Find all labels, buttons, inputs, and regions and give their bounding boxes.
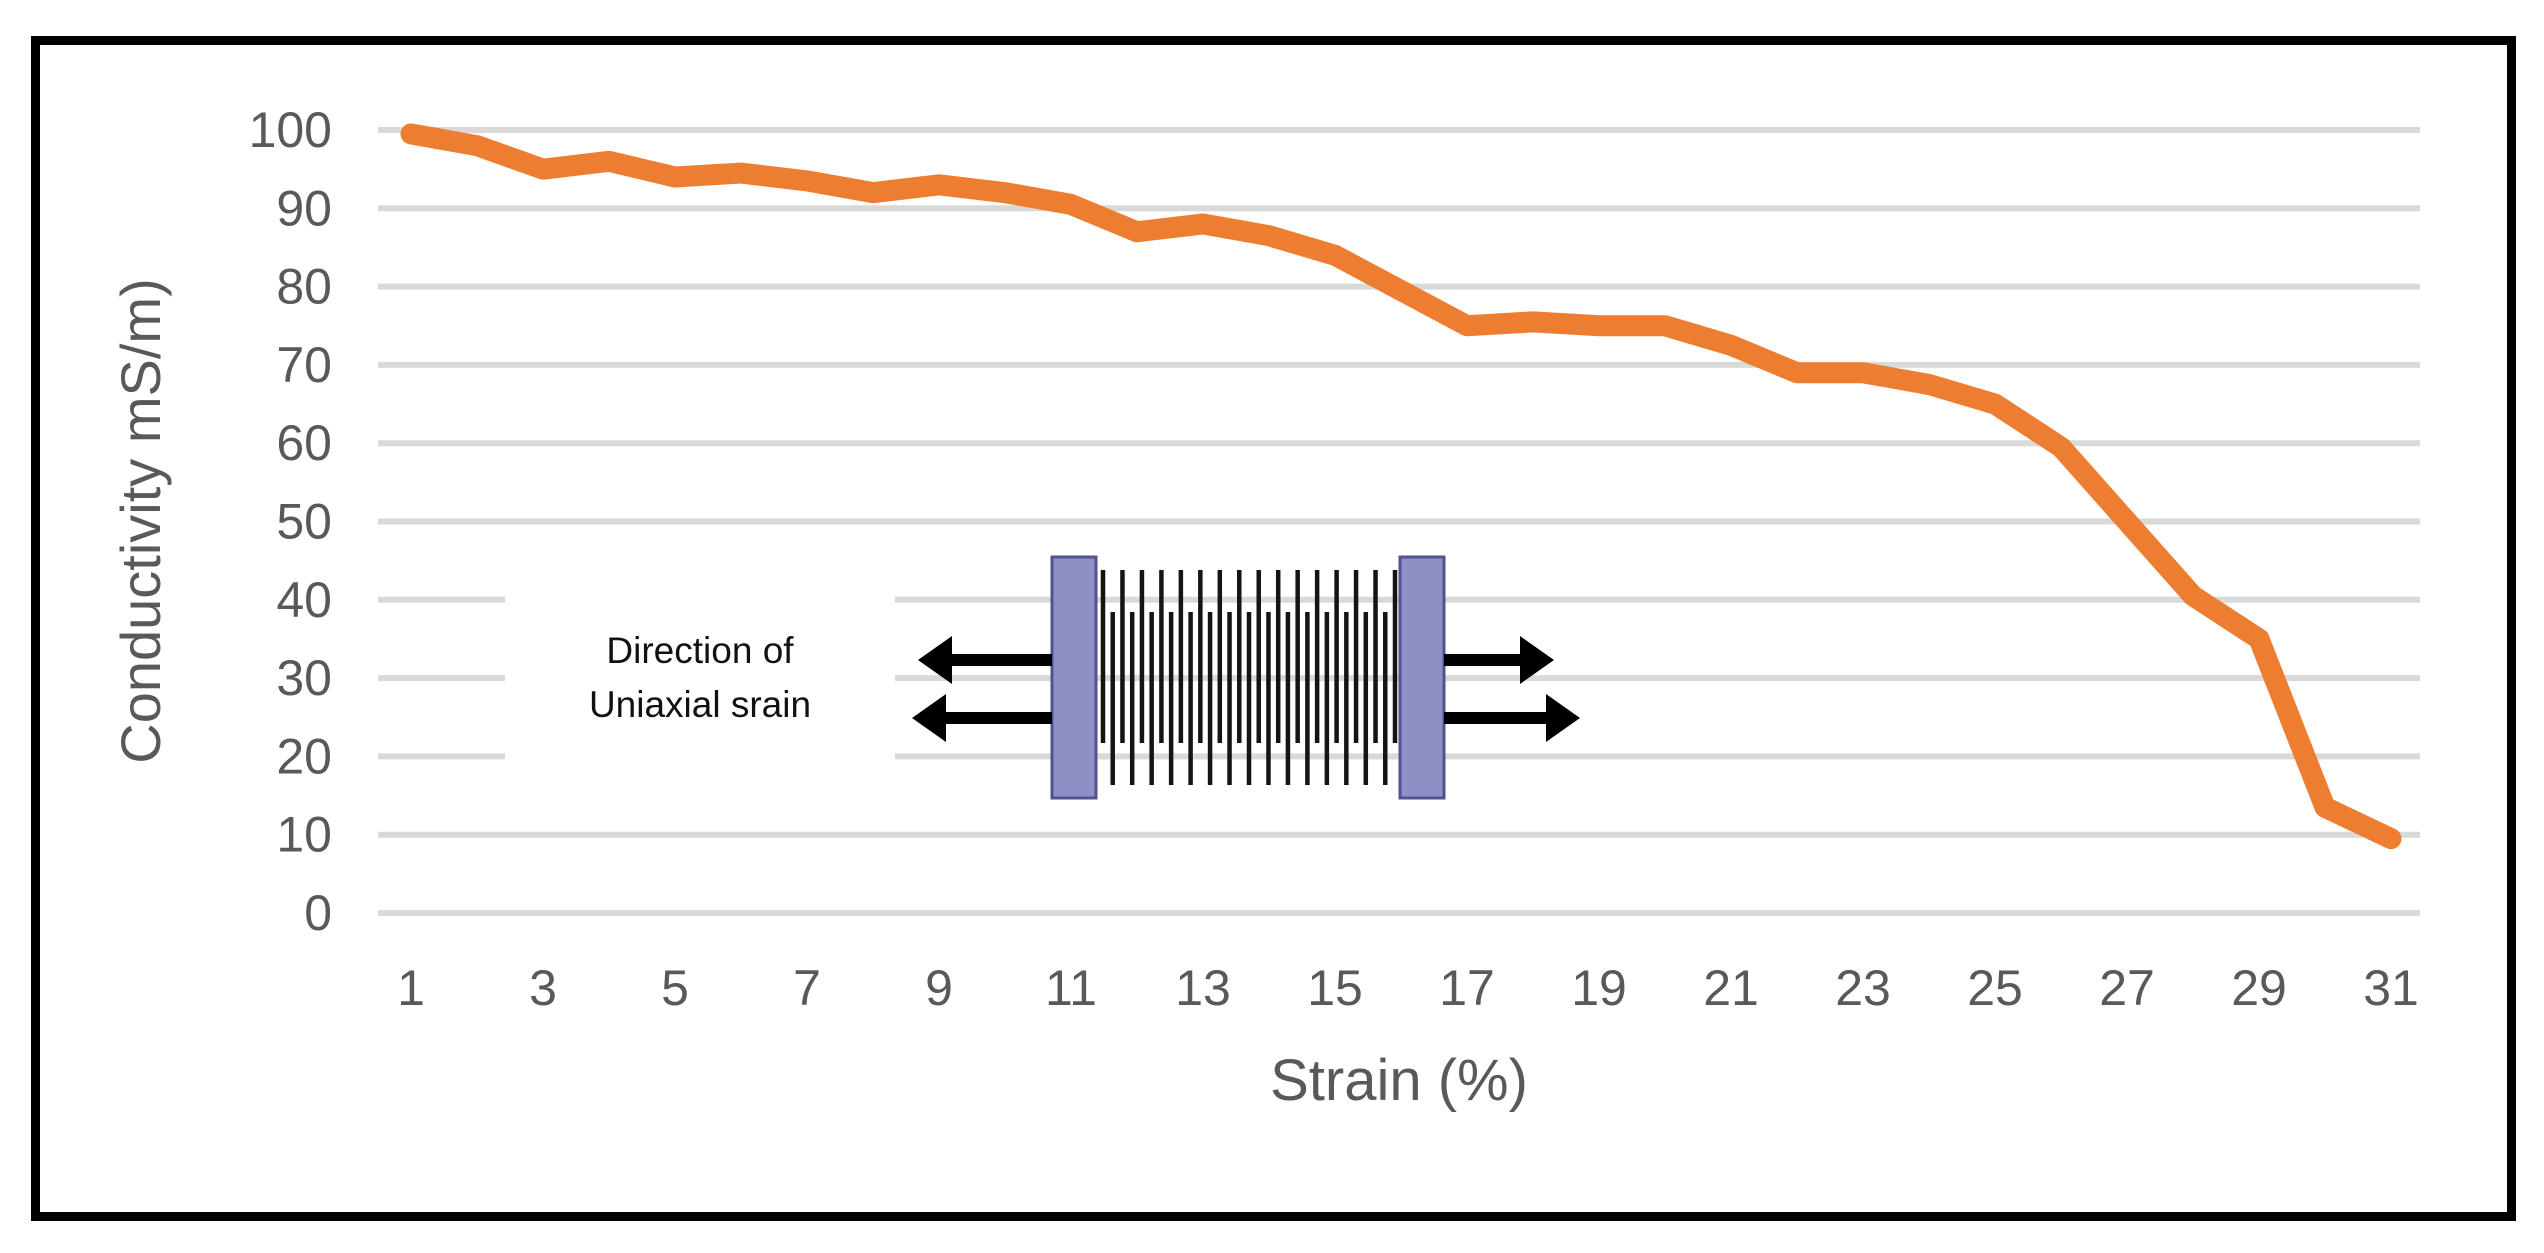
electrode-bar-right bbox=[1398, 555, 1446, 800]
figure-frame bbox=[31, 36, 2516, 1221]
y-tick-label: 40 bbox=[276, 572, 332, 628]
left-arrow-icon bbox=[912, 694, 1052, 742]
y-tick-label: 100 bbox=[249, 102, 332, 158]
y-tick-label: 50 bbox=[276, 494, 332, 550]
y-axis-title: Conductivity mS/m) bbox=[109, 278, 172, 763]
x-tick-label: 3 bbox=[529, 960, 557, 1016]
x-tick-label: 7 bbox=[793, 960, 821, 1016]
left-arrow-icon bbox=[918, 636, 1052, 684]
x-tick-label: 23 bbox=[1835, 960, 1891, 1016]
x-tick-label: 5 bbox=[661, 960, 689, 1016]
inset-diagram: Direction of Uniaxial srain bbox=[589, 555, 1580, 800]
x-tick-label: 19 bbox=[1571, 960, 1627, 1016]
y-tick-label: 0 bbox=[304, 885, 332, 941]
arrows bbox=[912, 636, 1580, 742]
inset-caption-line1: Direction of bbox=[606, 630, 794, 671]
x-tick-label: 1 bbox=[397, 960, 425, 1016]
x-tick-label: 11 bbox=[1045, 960, 1097, 1016]
x-tick-labels: 1 3 5 7 9 11 13 15 17 19 21 23 25 27 29 31 bbox=[397, 960, 2419, 1016]
series-line bbox=[400, 123, 2402, 850]
series-group bbox=[400, 123, 2402, 850]
y-tick-label: 10 bbox=[276, 807, 332, 863]
y-tick-labels: 0 10 20 30 40 50 60 70 80 90 100 bbox=[249, 102, 332, 941]
hatch-lines bbox=[1100, 570, 1398, 785]
x-tick-label: 27 bbox=[2099, 960, 2155, 1016]
y-tick-label: 60 bbox=[276, 415, 332, 471]
x-tick-label: 29 bbox=[2231, 960, 2287, 1016]
x-tick-label: 21 bbox=[1703, 960, 1759, 1016]
caption-mask bbox=[505, 584, 895, 780]
x-tick-label: 31 bbox=[2363, 960, 2419, 1016]
x-tick-label: 15 bbox=[1307, 960, 1363, 1016]
y-tick-label: 30 bbox=[276, 650, 332, 706]
electrode-bar-left bbox=[1050, 555, 1098, 800]
y-tick-label: 90 bbox=[276, 180, 332, 236]
inset-caption-line2: Uniaxial srain bbox=[589, 684, 811, 725]
x-tick-label: 25 bbox=[1967, 960, 2023, 1016]
x-tick-label: 13 bbox=[1175, 960, 1231, 1016]
y-tick-label: 20 bbox=[276, 728, 332, 784]
x-axis-title: Strain (%) bbox=[1270, 1048, 1528, 1113]
right-arrow-icon bbox=[1444, 694, 1580, 742]
x-tick-label: 9 bbox=[925, 960, 953, 1016]
x-tick-label: 17 bbox=[1439, 960, 1495, 1016]
right-arrow-icon bbox=[1444, 636, 1554, 684]
y-tick-label: 80 bbox=[276, 259, 332, 315]
y-tick-label: 70 bbox=[276, 337, 332, 393]
